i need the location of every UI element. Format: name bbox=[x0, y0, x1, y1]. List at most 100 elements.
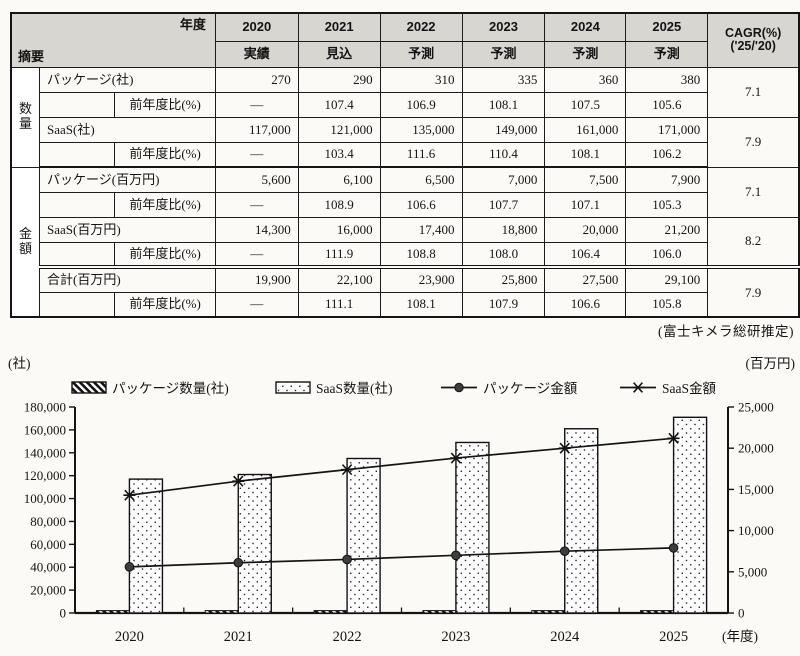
status-header: 見込 bbox=[297, 40, 381, 68]
value-cell: 6,500 bbox=[379, 166, 463, 193]
legend-item-2: パッケージ金額 bbox=[441, 381, 577, 396]
marker-circle-2023 bbox=[451, 550, 461, 561]
marker-asterisk-2020 bbox=[123, 489, 136, 501]
ratio-cell: 106.2 bbox=[625, 141, 709, 168]
ratio-label-cell: 前年度比(%) bbox=[114, 241, 216, 268]
year-header-2024: 2024 bbox=[544, 12, 627, 42]
ratio-cell: 108.8 bbox=[379, 241, 463, 268]
cagr-value-cell: 8.2 bbox=[707, 216, 800, 268]
ratio-cell: — bbox=[214, 91, 299, 118]
bar-saas-qty-2023 bbox=[455, 441, 490, 614]
ratio-cell: 110.4 bbox=[461, 141, 546, 168]
ratio-cell: 111.6 bbox=[379, 141, 463, 168]
year-header-2021: 2021 bbox=[297, 12, 381, 42]
legend-asterisk-marker bbox=[632, 382, 644, 393]
ratio-cell: 105.3 bbox=[625, 191, 709, 218]
left-axis-tick-label: 100,000 bbox=[24, 491, 66, 506]
ratio-cell: — bbox=[214, 291, 299, 318]
ratio-cell: 108.0 bbox=[461, 241, 546, 268]
x-axis-label-2022: 2022 bbox=[333, 629, 362, 645]
value-cell: 7,500 bbox=[544, 166, 627, 193]
item-spacer-cell bbox=[39, 291, 116, 318]
left-axis-tick-label: 180,000 bbox=[24, 400, 66, 415]
ratio-cell: 103.4 bbox=[297, 141, 381, 168]
status-header: 予測 bbox=[544, 40, 627, 68]
value-cell: 117,000 bbox=[214, 116, 299, 143]
bar-saas-qty-2020 bbox=[128, 478, 164, 614]
left-axis-tick-label: 0 bbox=[60, 606, 67, 621]
ratio-label-cell: 前年度比(%) bbox=[114, 191, 216, 218]
marker-circle-2021 bbox=[233, 557, 244, 568]
ratio-cell: — bbox=[214, 241, 299, 268]
group-label-数量: 数量 bbox=[10, 66, 41, 168]
bar-package-qty-2022 bbox=[313, 610, 348, 614]
x-axis-label-2021: 2021 bbox=[224, 629, 253, 645]
marker-asterisk-2021 bbox=[232, 475, 245, 487]
marker-asterisk-2025 bbox=[667, 432, 680, 444]
right-axis-tick-label: 5,000 bbox=[738, 564, 767, 579]
x-axis-unit-label: (年度) bbox=[722, 629, 758, 644]
ratio-cell: — bbox=[214, 141, 299, 168]
cagr-value-cell: 7.1 bbox=[707, 166, 800, 218]
legend-circle-marker bbox=[454, 382, 464, 393]
value-cell: 380 bbox=[625, 66, 709, 93]
ratio-cell: 108.1 bbox=[379, 291, 463, 318]
value-cell: 121,000 bbox=[297, 116, 381, 143]
line-saas-amount bbox=[129, 437, 674, 497]
value-cell: 22,100 bbox=[297, 265, 381, 293]
value-cell: 29,100 bbox=[625, 265, 709, 293]
value-cell: 7,000 bbox=[461, 166, 546, 193]
value-cell: 21,200 bbox=[625, 216, 709, 243]
item-spacer-cell bbox=[39, 141, 116, 168]
left-axis-tick-label: 160,000 bbox=[24, 422, 66, 437]
bar-package-qty-2025 bbox=[640, 610, 675, 614]
ratio-cell: 106.9 bbox=[379, 91, 463, 118]
legend-item-0: パッケージ数量(社) bbox=[71, 381, 229, 396]
corner-header-cell: 年度 摘要 bbox=[10, 12, 216, 68]
value-cell: 171,000 bbox=[625, 116, 709, 143]
ratio-cell: 108.1 bbox=[544, 141, 627, 168]
left-axis-tick-label: 60,000 bbox=[30, 537, 66, 552]
ratio-cell: 107.9 bbox=[461, 291, 546, 318]
status-header: 実績 bbox=[214, 40, 299, 68]
ratio-cell: 107.7 bbox=[461, 191, 546, 218]
x-axis-label-2023: 2023 bbox=[441, 629, 470, 645]
right-axis-tick-label: 0 bbox=[738, 606, 745, 621]
value-cell: 135,000 bbox=[379, 116, 463, 143]
bar-saas-qty-2024 bbox=[564, 428, 599, 614]
ratio-cell: 107.5 bbox=[544, 91, 627, 118]
right-axis-tick-label: 10,000 bbox=[738, 523, 774, 538]
ratio-cell: 106.6 bbox=[544, 291, 627, 318]
cagr-value-cell: 7.9 bbox=[707, 116, 800, 168]
item-spacer-cell bbox=[39, 191, 116, 218]
ratio-cell: 111.9 bbox=[297, 241, 381, 268]
cagr-header-cell: CAGR(%) ('25/'20) bbox=[707, 12, 800, 68]
ratio-cell: 111.1 bbox=[297, 291, 381, 318]
ratio-label-cell: 前年度比(%) bbox=[114, 291, 216, 318]
value-cell: 360 bbox=[544, 66, 627, 93]
item-spacer-cell bbox=[39, 241, 116, 268]
ratio-label-cell: 前年度比(%) bbox=[114, 141, 216, 168]
combo-chart: (社) (百万円) パッケージ数量(社) SaaS数量(社) パッケージ金額 SaaS金額… bbox=[0, 350, 800, 656]
status-header: 予測 bbox=[625, 40, 709, 68]
legend-label-2: パッケージ金額 bbox=[483, 381, 577, 396]
right-axis-unit-label: (百万円) bbox=[746, 356, 796, 371]
combo-chart-svg: (社) (百万円) パッケージ数量(社) SaaS数量(社) パッケージ金額 SaaS金額… bbox=[8, 356, 796, 645]
item-label-cell: SaaS(社) bbox=[39, 116, 216, 143]
line-package-amount bbox=[129, 547, 674, 568]
ratio-cell: 107.1 bbox=[544, 191, 627, 218]
year-header-2022: 2022 bbox=[379, 12, 463, 42]
item-spacer-cell bbox=[39, 91, 116, 118]
cagr-header-line-0: CAGR(%) bbox=[725, 26, 782, 41]
year-header-2020: 2020 bbox=[214, 12, 299, 42]
value-cell: 23,900 bbox=[379, 265, 463, 293]
left-axis-tick-label: 120,000 bbox=[24, 468, 66, 483]
bar-package-qty-2020 bbox=[95, 610, 130, 614]
cagr-value-cell: 7.9 bbox=[707, 265, 800, 318]
item-label-cell: パッケージ(社) bbox=[39, 66, 216, 93]
legend-swatch-dots bbox=[275, 381, 311, 394]
value-cell: 19,900 bbox=[214, 265, 299, 293]
cagr-value-cell: 7.1 bbox=[707, 66, 800, 118]
value-cell: 17,400 bbox=[379, 216, 463, 243]
ratio-cell: 105.8 bbox=[625, 291, 709, 318]
